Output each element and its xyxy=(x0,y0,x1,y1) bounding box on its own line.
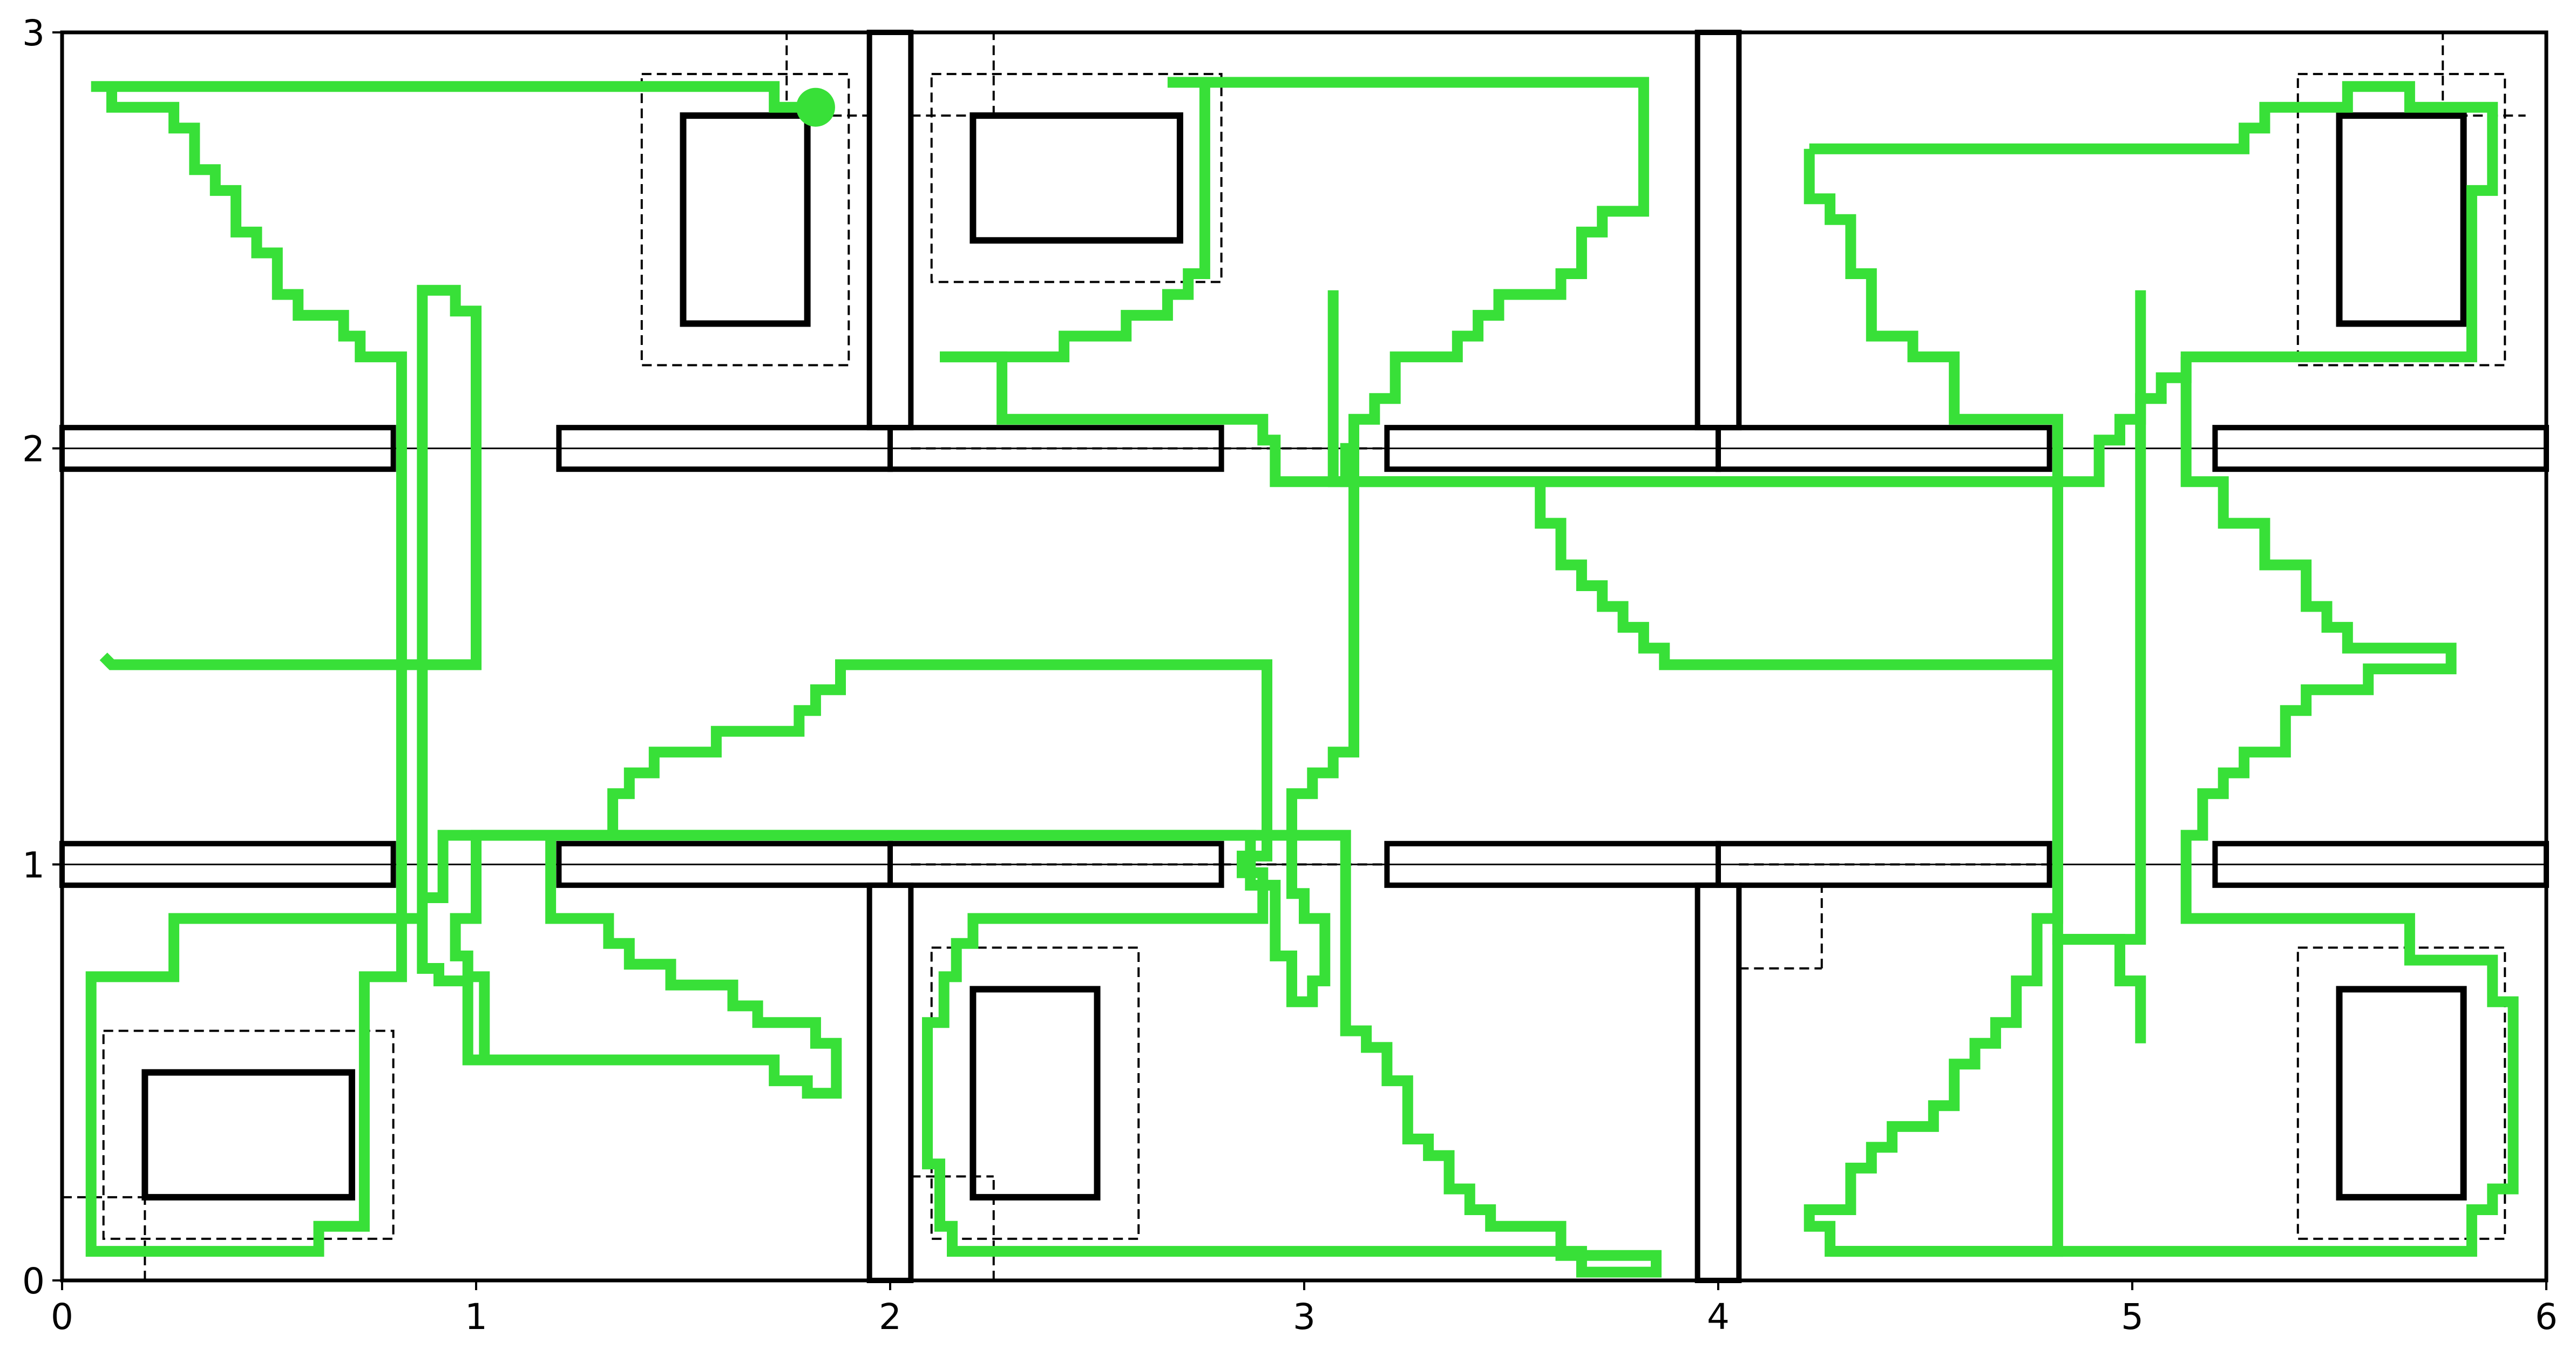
x-tick-label: 2 xyxy=(879,1296,901,1338)
wall-segment xyxy=(1716,840,2052,888)
wall-segment xyxy=(887,425,1224,472)
trajectory-path xyxy=(450,77,1649,1065)
wall-segment xyxy=(1716,425,2052,472)
y-tick-label: 1 xyxy=(22,844,45,886)
trajectory-paths xyxy=(85,77,2519,1278)
obstacle xyxy=(2336,112,2467,327)
y-tick-label: 3 xyxy=(22,12,45,54)
trajectory-path xyxy=(85,81,1662,1278)
obstacle xyxy=(970,112,1183,244)
y-tick-label: 0 xyxy=(22,1260,45,1302)
y-tick-label: 2 xyxy=(22,429,45,470)
x-tick-label: 4 xyxy=(1707,1296,1730,1338)
trajectory-path xyxy=(1327,290,2146,1257)
obstacle-margin xyxy=(930,73,1223,283)
x-tick-label: 5 xyxy=(2121,1296,2144,1338)
obstacles xyxy=(141,112,2467,1201)
x-tick-label: 3 xyxy=(1293,1296,1316,1338)
obstacle xyxy=(970,986,1101,1201)
obstacle xyxy=(141,1069,355,1201)
obstacle-margin xyxy=(640,73,850,367)
trajectory-path xyxy=(1804,148,2192,487)
dashed-boundaries xyxy=(62,32,2526,1280)
x-tick-label: 0 xyxy=(51,1296,73,1338)
x-tick-label: 1 xyxy=(465,1296,487,1338)
trajectory-path xyxy=(1809,81,2519,1257)
obstacle-margin xyxy=(2296,73,2506,367)
wall-segment xyxy=(887,840,1224,888)
y-axis: 0 1 2 3 xyxy=(22,12,62,1302)
markers xyxy=(796,87,835,127)
obstacle-margin xyxy=(102,1029,395,1240)
goal-marker xyxy=(796,87,835,127)
obstacle-margin xyxy=(2296,946,2506,1240)
trajectory-path xyxy=(940,351,2146,1043)
x-tick-label: 6 xyxy=(2535,1296,2558,1338)
obstacle xyxy=(680,112,811,327)
x-axis: 0 1 2 3 4 5 6 xyxy=(51,1280,2558,1338)
obstacle xyxy=(2336,986,2467,1201)
